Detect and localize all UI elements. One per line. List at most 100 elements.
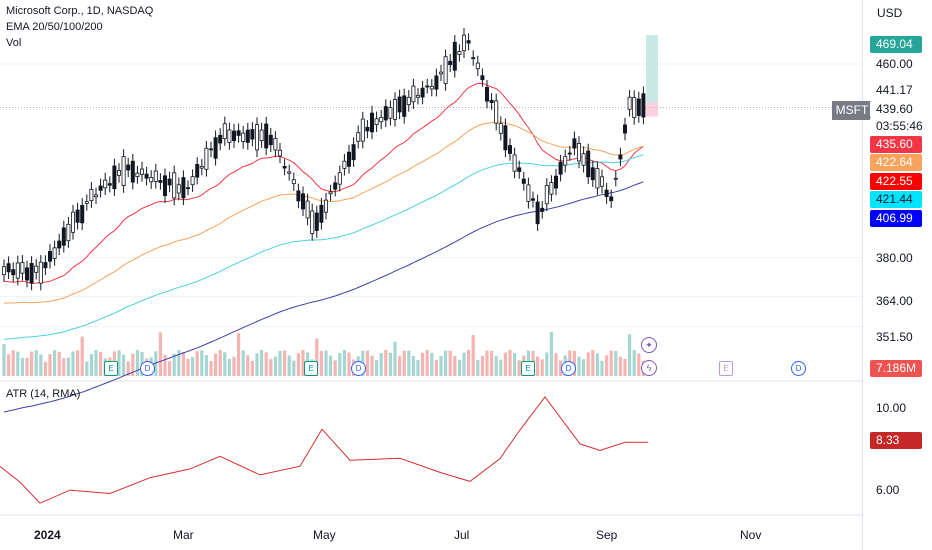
candle-body — [356, 132, 361, 142]
volume-legend[interactable]: Vol — [6, 37, 22, 49]
volume-bar — [329, 355, 333, 376]
volume-bar — [62, 358, 66, 376]
volume-bar — [591, 350, 595, 376]
ema-legend[interactable]: EMA 20/50/100/200 — [6, 21, 103, 33]
volume-bar — [181, 352, 185, 376]
earnings-marker[interactable]: E — [521, 361, 535, 376]
volume-bar — [264, 352, 268, 376]
candle-body — [397, 96, 402, 113]
volume-bar — [342, 350, 346, 376]
earnings-marker[interactable]: E — [719, 361, 733, 376]
candle-body — [181, 177, 186, 199]
dividend-marker[interactable]: D — [140, 361, 155, 376]
volume-bar — [246, 355, 250, 376]
candle-body — [296, 190, 301, 202]
candle-body — [517, 167, 522, 172]
candle-body — [89, 188, 94, 202]
volume-bar — [269, 359, 273, 376]
volume-bar — [241, 350, 245, 376]
lightning-icon[interactable]: ϟ — [641, 360, 657, 376]
volume-bar — [122, 354, 126, 376]
volume-bar — [7, 354, 11, 376]
volume-bar — [605, 355, 609, 376]
volume-bar — [135, 350, 139, 376]
atr-tick: 10.00 — [876, 401, 907, 415]
earnings-marker[interactable]: E — [104, 361, 118, 376]
dividend-marker[interactable]: D — [351, 361, 366, 376]
volume-bar — [2, 344, 6, 376]
dividend-marker[interactable]: D — [561, 361, 576, 376]
volume-bar — [25, 357, 29, 376]
volume-bar — [223, 352, 227, 376]
candle-body — [112, 165, 117, 190]
volume-bar — [398, 356, 402, 376]
candle-body — [135, 172, 140, 177]
candle-body — [613, 177, 618, 180]
volume-bar — [444, 350, 448, 376]
x-tick-sep: Sep — [596, 528, 618, 542]
volume-bar — [94, 350, 98, 376]
volume-bar — [204, 355, 208, 376]
candle-body — [641, 93, 646, 118]
earnings-marker[interactable]: E — [304, 361, 318, 376]
candle-body — [245, 129, 250, 143]
ema-200-line — [3, 181, 644, 413]
candle-body — [121, 156, 126, 187]
volume-bar — [301, 350, 305, 376]
candle-body — [429, 85, 434, 90]
volume-bar — [508, 350, 512, 376]
volume-bar — [434, 359, 438, 376]
volume-bar — [614, 351, 618, 376]
volume-bar — [595, 353, 599, 376]
add-event-icon[interactable]: ✦ — [641, 337, 657, 353]
volume-bar — [393, 341, 397, 376]
candle-body — [103, 179, 108, 189]
symbol-label: MSFT — [832, 101, 872, 120]
candle-body — [567, 152, 572, 155]
candle-body — [190, 176, 195, 186]
candle-body — [420, 87, 425, 98]
price-axis[interactable] — [862, 0, 932, 550]
atr-tag: 8.33 — [870, 432, 922, 449]
candle-body — [291, 179, 296, 185]
candle-body — [29, 262, 34, 284]
candle-body — [218, 134, 223, 144]
volume-bar — [623, 359, 627, 376]
candle-body — [512, 154, 517, 172]
ema50-tag: 422.64 — [870, 154, 922, 171]
candle-body — [383, 106, 388, 121]
candle-body — [586, 150, 591, 178]
candle-body — [319, 204, 324, 223]
atr-line — [0, 396, 649, 504]
currency-label[interactable]: USD — [877, 6, 903, 20]
candle-body — [351, 144, 356, 161]
dividend-marker[interactable]: D — [791, 361, 806, 376]
candle-body — [20, 261, 25, 274]
volume-bar — [315, 338, 319, 376]
volume-bar — [430, 352, 434, 376]
ema200-tag: 406.99 — [870, 210, 922, 227]
candle-body — [448, 60, 453, 66]
candle-body — [402, 95, 407, 117]
volume-bar — [283, 350, 287, 376]
volume-bar — [172, 353, 176, 376]
volume-bar — [503, 352, 507, 376]
volume-bar — [582, 359, 586, 376]
atr-legend[interactable]: ATR (14, RMA) — [6, 388, 81, 400]
volume-bar — [296, 353, 300, 376]
candle-body — [489, 99, 494, 103]
volume-bar — [292, 360, 296, 376]
volume-bar — [457, 359, 461, 376]
volume-bar — [618, 356, 622, 376]
candle-body — [268, 134, 273, 146]
volume-bar — [453, 356, 457, 376]
candle-body — [563, 156, 568, 166]
candle-body — [199, 165, 204, 169]
candle-body — [461, 34, 466, 52]
volume-bar — [163, 354, 167, 376]
price-chart[interactable] — [0, 0, 862, 550]
candle-body — [632, 97, 637, 118]
candle-body — [259, 129, 264, 141]
volume-bar — [158, 332, 162, 376]
last-price-tag: 439.60 — [870, 101, 922, 118]
